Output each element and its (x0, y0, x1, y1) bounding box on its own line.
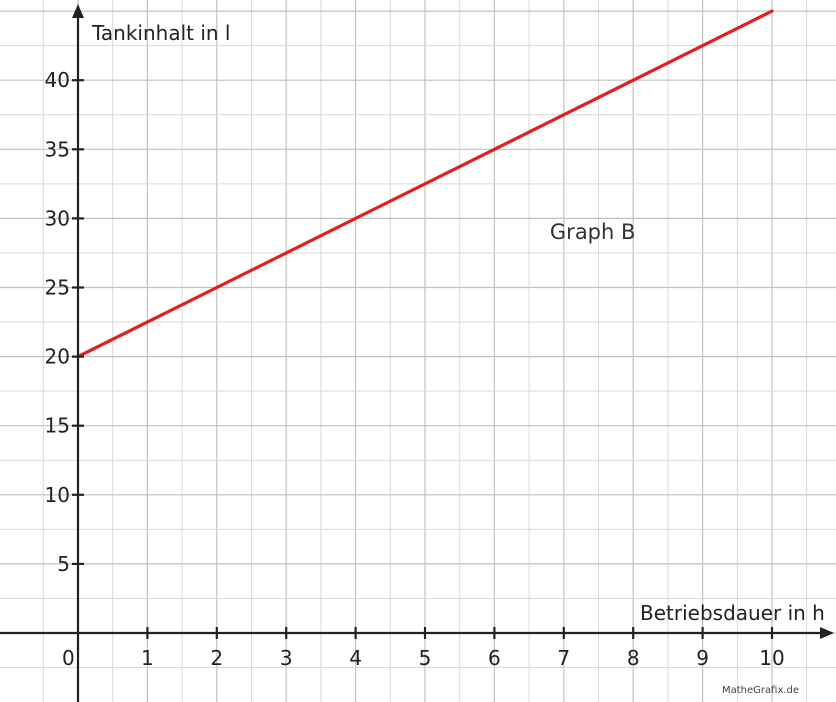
y-tick-label: 20 (45, 345, 70, 369)
y-tick-label: 30 (45, 206, 70, 230)
x-tick-label: 5 (419, 646, 432, 670)
x-tick-label: 3 (280, 646, 293, 670)
series-layer (76, 9, 774, 359)
x-tick-label: 6 (488, 646, 501, 670)
x-tick-label: 2 (210, 646, 223, 670)
x-axis-title: Betriebsdauer in h (640, 601, 825, 625)
credit-text: MatheGrafix.de (722, 685, 799, 696)
x-axis-arrow (820, 627, 834, 639)
annotation-graph-b: Graph B (550, 220, 636, 244)
x-tick-label: 9 (696, 646, 709, 670)
y-tick-label: 5 (57, 552, 70, 576)
y-tick-label: 10 (45, 483, 70, 507)
y-axis-arrow (72, 4, 84, 18)
y-tick-label: 40 (45, 68, 70, 92)
x-tick-label: 8 (627, 646, 640, 670)
x-tick-label: 7 (557, 646, 570, 670)
series-line-0 (76, 9, 774, 359)
y-tick-label: 15 (45, 414, 70, 438)
y-tick-label: 25 (45, 276, 70, 300)
x-tick-label: 4 (349, 646, 362, 670)
x-tick-label: 1 (141, 646, 154, 670)
ticks: 1 2 3 4 5 6 7 8 9 10 5 10 15 20 25 30 35 40 (45, 68, 785, 670)
x-tick-label: 10 (759, 646, 784, 670)
origin-label: 0 (62, 646, 75, 670)
axes (0, 4, 834, 702)
y-tick-label: 35 (45, 137, 70, 161)
y-axis-title: Tankinhalt in l (91, 21, 231, 45)
